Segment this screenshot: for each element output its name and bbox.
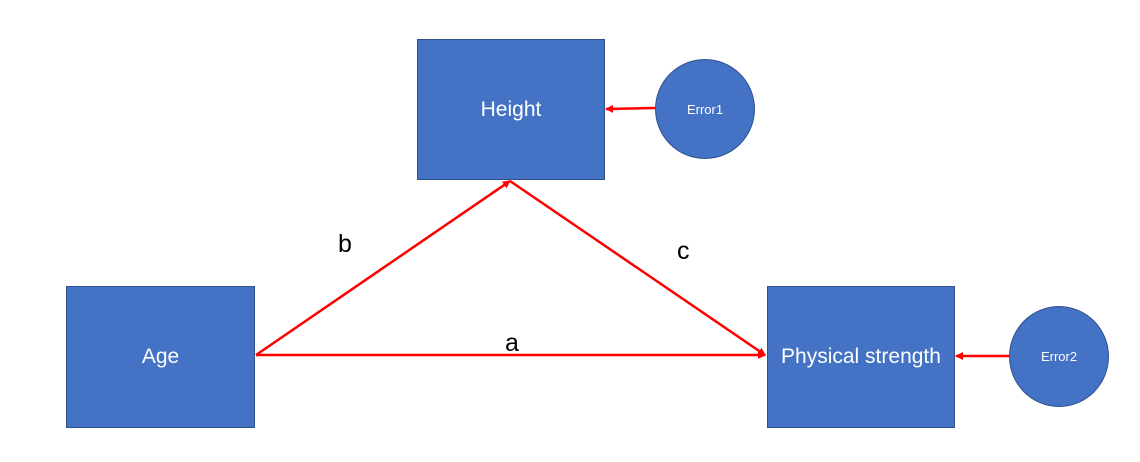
error1-node[interactable]: Error1 xyxy=(655,59,755,159)
age-node[interactable]: Age xyxy=(66,286,255,428)
arrow-c xyxy=(509,179,766,357)
arrow-b xyxy=(255,179,511,357)
error2-label: Error2 xyxy=(1040,349,1078,364)
error1-label: Error1 xyxy=(686,101,724,117)
physical-strength-label: Physical strength xyxy=(781,345,941,368)
path-label-c: c xyxy=(677,237,690,265)
path-label-b: b xyxy=(338,230,352,258)
age-label: Age xyxy=(141,345,180,368)
height-node[interactable]: Height xyxy=(417,39,605,180)
height-label: Height xyxy=(480,97,542,121)
physical-strength-node[interactable]: Physical strength xyxy=(767,286,955,428)
arrow-error1 xyxy=(605,104,656,113)
error2-node[interactable]: Error2 xyxy=(1009,306,1109,407)
path-label-a: a xyxy=(505,329,519,357)
